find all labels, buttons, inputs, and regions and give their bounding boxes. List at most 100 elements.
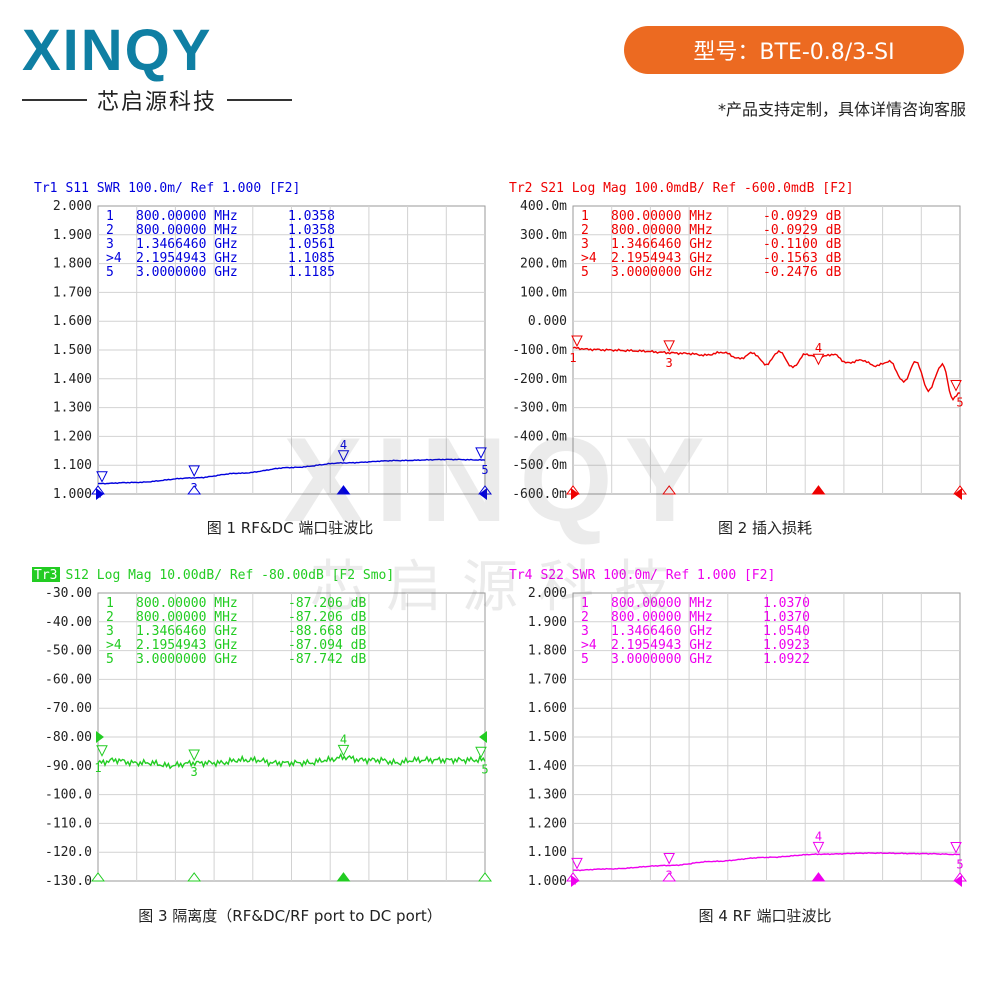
y-tick-label: -500.0m	[512, 458, 567, 473]
marker-readout-row: 1 800.00000 MHz 1.0370	[581, 596, 810, 611]
marker-readout-row: 5 3.0000000 GHz 1.1185	[106, 265, 335, 280]
stimulus-marker	[91, 872, 105, 882]
marker-frequency: 1.3466460 GHz	[136, 237, 238, 252]
trace-line	[572, 346, 961, 402]
marker-value: -87.206 dB	[288, 596, 366, 611]
y-tick-label: 1.200	[53, 429, 92, 444]
reference-arrow-right	[479, 731, 487, 743]
marker-frequency: 3.0000000 GHz	[136, 652, 238, 667]
marker-value: -0.1563 dB	[763, 251, 841, 266]
trace-header: Tr4 S22 SWR 100.0m/ Ref 1.000 [F2]	[509, 568, 775, 583]
marker-id: 2	[106, 610, 114, 625]
trace-id: Tr3	[34, 568, 57, 583]
y-tick-label: -400.0m	[512, 429, 567, 444]
stimulus-marker	[336, 872, 351, 882]
y-tick-label: 200.0m	[520, 257, 567, 272]
marker-frequency: 800.00000 MHz	[611, 223, 713, 238]
marker-frequency: 2.1954943 GHz	[611, 251, 713, 266]
marker-label: 5	[481, 463, 488, 477]
marker-frequency: 800.00000 MHz	[611, 596, 713, 611]
marker-triangle	[950, 380, 962, 392]
stimulus-marker	[187, 485, 202, 495]
logo-wordmark: XINQY	[22, 18, 213, 83]
marker-id: 3	[581, 624, 589, 639]
y-tick-label: 1.500	[528, 730, 567, 745]
marker-readout-row: 3 1.3466460 GHz -0.1100 dB	[581, 237, 841, 252]
marker-value: -0.0929 dB	[763, 223, 841, 238]
y-tick-label: -100.0	[45, 788, 92, 803]
reference-arrow-right	[954, 875, 962, 887]
marker-readout-row: 5 3.0000000 GHz -87.742 dB	[106, 652, 366, 667]
y-tick-label: -300.0m	[512, 401, 567, 416]
chart-s11-swr: Tr1 S11 SWR 100.0m/ Ref 1.000 [F2] 2.000 1.…	[30, 178, 492, 538]
y-tick-label: 400.0m	[520, 199, 567, 214]
marker-value: 1.0540	[763, 624, 810, 639]
marker-id: 2	[581, 610, 589, 625]
y-tick-label: -100.0m	[512, 343, 567, 358]
y-tick-label: 1.000	[53, 487, 92, 502]
marker-id: 4	[114, 638, 122, 653]
y-tick-label: 2.000	[528, 586, 567, 601]
stimulus-marker	[187, 872, 202, 882]
trace-header: Tr2 S21 Log Mag 100.0mdB/ Ref -600.0mdB […	[509, 181, 854, 196]
marker-value: 1.0370	[763, 596, 810, 611]
marker-frequency: 3.0000000 GHz	[611, 265, 713, 280]
marker-id: 1	[581, 596, 589, 611]
marker-triangle	[188, 749, 200, 762]
marker-value: -0.2476 dB	[763, 265, 841, 280]
y-tick-label: 1.500	[53, 343, 92, 358]
marker-frequency: 800.00000 MHz	[136, 610, 238, 625]
marker-readout-row: 2 800.00000 MHz -87.206 dB	[106, 610, 366, 625]
marker-triangle	[812, 841, 825, 854]
y-tick-label: 2.000	[53, 199, 92, 214]
marker-label: 5	[956, 396, 963, 410]
y-tick-label: 100.0m	[520, 285, 567, 300]
marker-label: 5	[481, 762, 488, 776]
y-tick-label: 0.000	[528, 314, 567, 329]
chart-s21-insertion-loss: Tr2 S21 Log Mag 100.0mdB/ Ref -600.0mdB […	[505, 178, 967, 538]
marker-id: 5	[581, 265, 589, 280]
trace-params: S21 Log Mag 100.0mdB/ Ref -600.0mdB [F2]	[540, 181, 853, 196]
marker-triangle	[812, 353, 825, 366]
marker-value: 1.0370	[763, 610, 810, 625]
marker-triangle	[475, 447, 487, 459]
marker-id: 5	[581, 652, 589, 667]
marker-id: 1	[581, 209, 589, 224]
y-tick-label: 300.0m	[520, 228, 567, 243]
marker-triangle	[663, 340, 675, 352]
y-tick-label: 1.300	[528, 788, 567, 803]
marker-frequency: 800.00000 MHz	[136, 223, 238, 238]
marker-value: -0.0929 dB	[763, 209, 841, 224]
marker-readout-row: 2 800.00000 MHz 1.0370	[581, 610, 810, 625]
chart-svg: Tr3 S12 Log Mag 10.00dB/ Ref -80.00dB [F2…	[32, 567, 492, 889]
y-tick-label: 1.300	[53, 401, 92, 416]
model-badge: 型号：BTE-0.8/3-SI	[624, 26, 964, 74]
marker-triangle	[96, 471, 108, 483]
marker-active-flag: >	[581, 251, 589, 266]
marker-value: 1.0358	[288, 223, 335, 238]
trace-params: S11 SWR 100.0m/ Ref 1.000 [F2]	[65, 181, 300, 196]
marker-readout-row: 1 800.00000 MHz -0.0929 dB	[581, 209, 841, 224]
y-tick-label: -80.00	[45, 730, 92, 745]
y-tick-label: -50.00	[45, 644, 92, 659]
trace-line	[572, 851, 961, 872]
y-tick-label: -30.00	[45, 586, 92, 601]
chart-s12-isolation: Tr3 S12 Log Mag 10.00dB/ Ref -80.00dB [F2…	[30, 565, 492, 925]
y-tick-label: 1.100	[53, 458, 92, 473]
marker-label: 3	[191, 765, 198, 779]
y-tick-label: 1.600	[528, 701, 567, 716]
y-tick-label: -110.0	[45, 816, 92, 831]
marker-label: 1	[569, 351, 576, 365]
y-tick-label: 1.000	[528, 874, 567, 889]
stimulus-marker	[662, 872, 677, 882]
marker-id: 5	[106, 265, 114, 280]
stimulus-marker	[336, 485, 351, 495]
marker-readout-row: >4 2.1954943 GHz -87.094 dB	[106, 638, 366, 653]
y-tick-label: 1.900	[53, 228, 92, 243]
reference-arrow-right	[479, 488, 487, 500]
trace-line	[97, 752, 486, 770]
y-tick-label: 1.600	[53, 314, 92, 329]
marker-frequency: 800.00000 MHz	[611, 209, 713, 224]
marker-readout-row: 3 1.3466460 GHz -88.668 dB	[106, 624, 366, 639]
caption-chart-1: 图 1 RF&DC 端口驻波比	[206, 519, 374, 537]
